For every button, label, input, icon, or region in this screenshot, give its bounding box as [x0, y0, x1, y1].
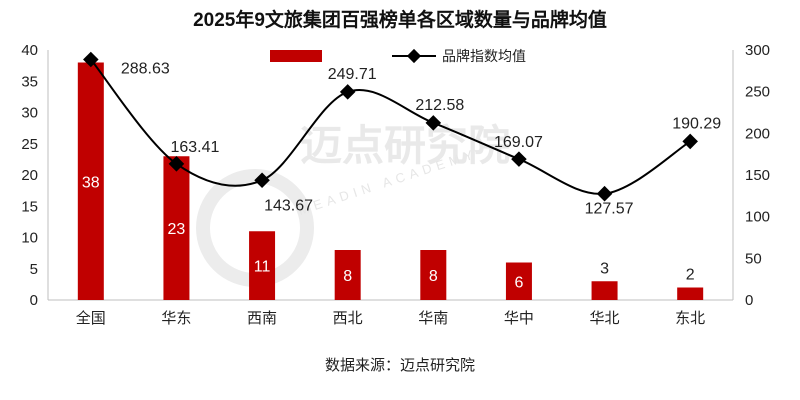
bar — [591, 281, 618, 300]
legend: 品牌指数均值 — [270, 48, 526, 64]
legend-bar-swatch — [270, 50, 322, 62]
y-left-tick-label: 30 — [21, 105, 38, 122]
y-left-tick-label: 25 — [21, 136, 38, 153]
bar — [163, 156, 190, 300]
line-value-label: 249.71 — [328, 66, 377, 83]
bar-value-label: 8 — [343, 268, 352, 285]
x-category-label: 华中 — [504, 310, 534, 327]
bar — [249, 231, 276, 300]
line-marker — [511, 151, 527, 167]
labels: 38 23 11 8 8 6 3 2 288.63 163.41 143.67 249.71 212.5… — [82, 60, 721, 291]
x-category-label: 华东 — [161, 310, 191, 327]
bar — [505, 262, 532, 300]
y-left-tick-label: 10 — [21, 230, 38, 247]
bar-value-label: 3 — [600, 260, 609, 277]
bar — [420, 250, 447, 300]
line-value-label: 212.58 — [415, 97, 464, 114]
legend-line-label: 品牌指数均值 — [442, 48, 526, 64]
legend-line-marker — [406, 48, 422, 64]
y-left-tick-label: 5 — [30, 261, 38, 278]
bars — [77, 62, 704, 300]
line-marker — [254, 172, 270, 189]
line-marker — [339, 84, 356, 100]
axes: 0 5 10 15 20 25 30 35 40 0 50 100 150 200 250 300 全国 华东 西南… — [21, 42, 770, 327]
x-category-label: 东北 — [675, 310, 705, 327]
x-category-label: 华南 — [418, 310, 448, 327]
line-value-label: 127.57 — [585, 201, 634, 218]
bar — [677, 287, 704, 300]
line-marker — [168, 156, 185, 172]
y-right-tick-label: 300 — [745, 42, 770, 59]
y-left-tick-label: 35 — [21, 73, 38, 90]
line-layer — [83, 51, 698, 202]
y-left-tick-label: 20 — [21, 167, 38, 184]
y-right-tick-label: 200 — [745, 125, 770, 142]
line-value-label: 169.07 — [494, 134, 543, 151]
x-category-label: 西北 — [333, 310, 363, 327]
y-right-tick-label: 0 — [745, 292, 753, 309]
source-note: 数据来源：迈点研究院 — [325, 356, 475, 374]
y-left-tick-label: 40 — [21, 42, 38, 59]
bar-value-label: 8 — [429, 268, 438, 285]
y-right-tick-label: 50 — [745, 250, 762, 267]
y-left-tick-label: 0 — [30, 292, 38, 309]
bar-value-label: 11 — [254, 259, 271, 276]
bar-value-label: 38 — [82, 174, 100, 191]
x-category-label: 西南 — [247, 310, 277, 327]
y-left-tick-label: 15 — [21, 198, 38, 215]
bar-value-label: 2 — [686, 267, 695, 284]
y-right-tick-label: 250 — [745, 84, 770, 101]
line-marker — [596, 185, 613, 202]
x-category-label: 全国 — [76, 309, 106, 327]
line-value-label: 190.29 — [672, 115, 721, 132]
chart-title: 2025年9文旅集团百强榜单各区域数量与品牌均值 — [193, 8, 607, 31]
x-category-label: 华北 — [590, 310, 620, 327]
bar — [334, 250, 361, 300]
line-marker — [83, 51, 99, 68]
line-value-label: 143.67 — [264, 197, 313, 214]
y-right-tick-label: 150 — [745, 167, 770, 184]
line-value-label: 163.41 — [170, 139, 219, 156]
bar-value-label: 23 — [168, 221, 186, 238]
bar — [77, 62, 104, 300]
watermark-text: 迈点研究院 — [300, 122, 510, 169]
y-right-tick-label: 100 — [745, 209, 770, 226]
bar-value-label: 6 — [514, 274, 523, 291]
line-value-label: 288.63 — [121, 60, 170, 77]
line-marker — [682, 133, 698, 150]
